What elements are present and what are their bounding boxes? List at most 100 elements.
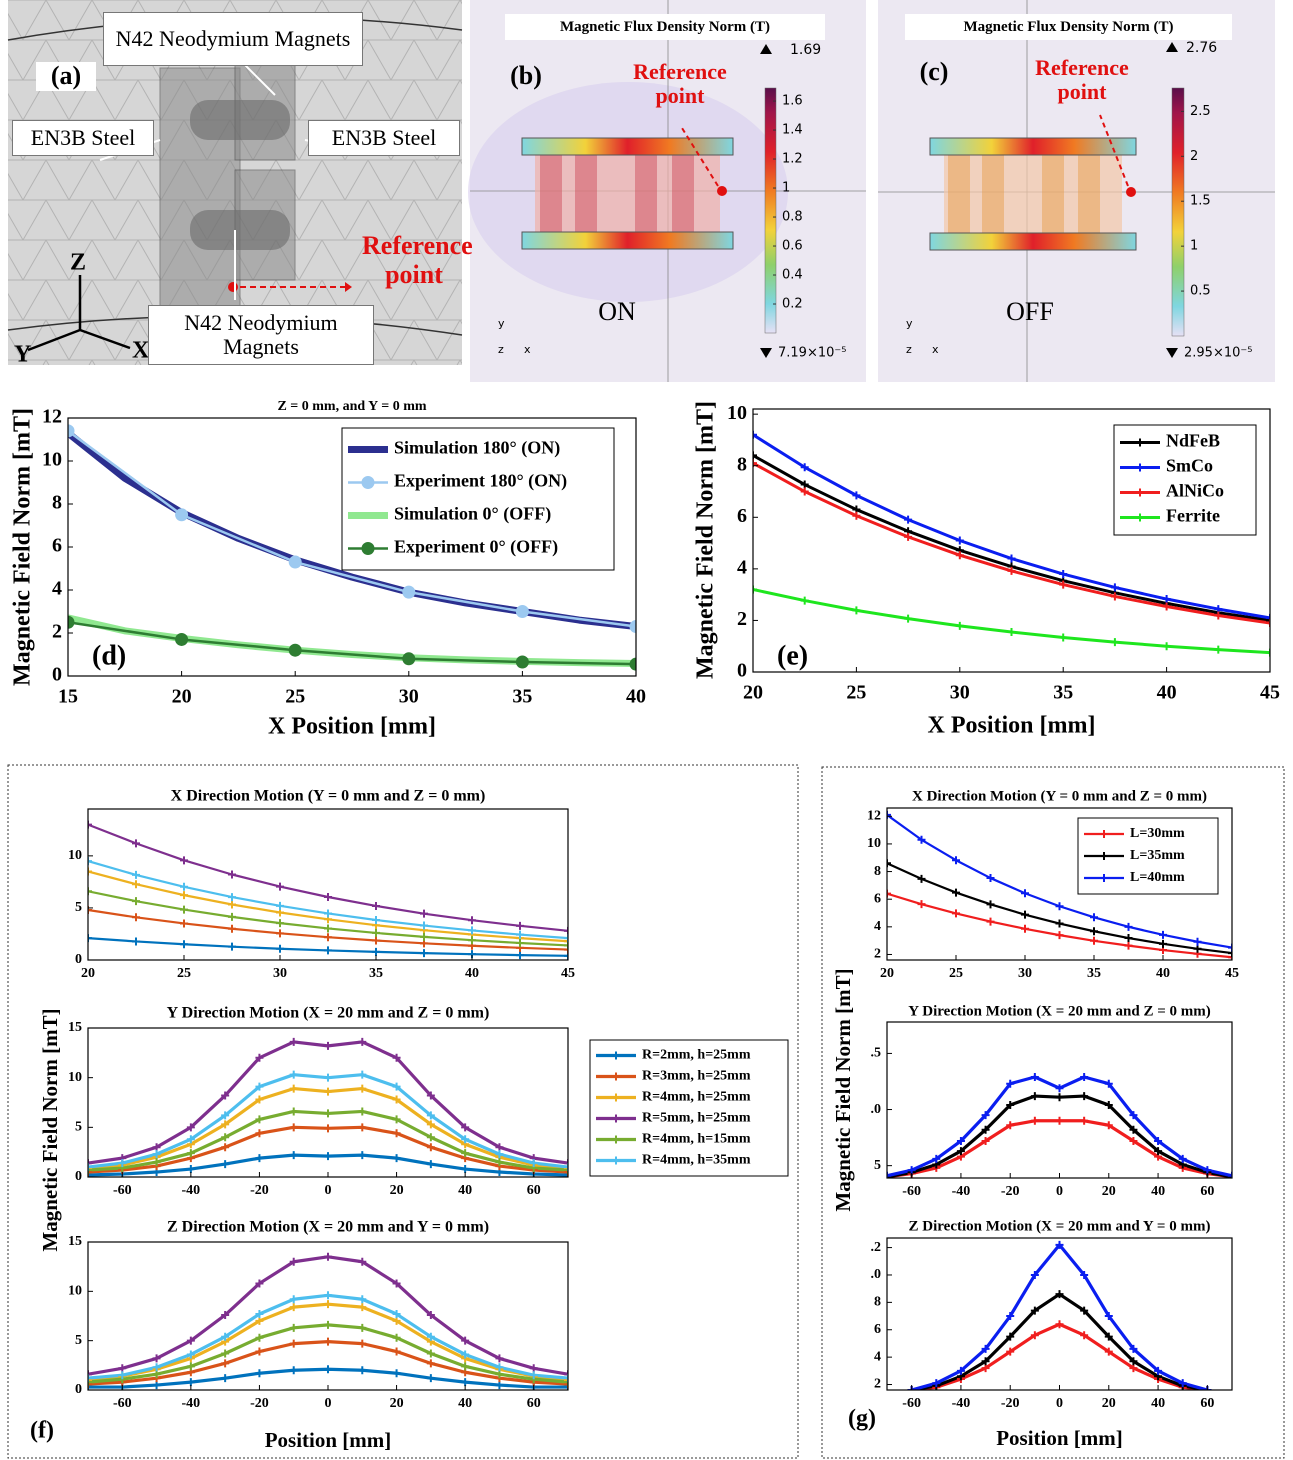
marker — [461, 1362, 470, 1371]
marker — [956, 1147, 965, 1156]
marker — [324, 1252, 332, 1261]
marker — [221, 1332, 230, 1341]
marker — [1129, 1364, 1138, 1373]
x-tick-label: -40 — [952, 1184, 971, 1199]
marker — [852, 511, 861, 520]
marker — [289, 1151, 298, 1160]
marker — [1162, 642, 1171, 651]
marker — [753, 430, 757, 439]
marker — [324, 892, 332, 901]
marker — [1228, 943, 1232, 952]
x-tick-label: -40 — [182, 1396, 201, 1411]
marker — [132, 880, 140, 889]
marker — [981, 1111, 990, 1120]
y-tick-label: 2 — [52, 621, 62, 643]
marker — [529, 1159, 538, 1168]
marker — [1124, 922, 1133, 931]
marker — [426, 1160, 435, 1169]
marker — [1266, 648, 1270, 657]
marker — [495, 1363, 504, 1372]
marker — [324, 924, 332, 933]
colorbar-tick-label: 0.6 — [782, 239, 803, 254]
marker — [132, 870, 140, 879]
legend-label: R=3mm, h=25mm — [642, 1069, 751, 1084]
marker — [186, 1135, 195, 1144]
y-tick-label: 8 — [874, 1295, 881, 1310]
marker — [372, 928, 380, 937]
x-tick-label: 60 — [527, 1396, 541, 1411]
marker — [1007, 566, 1016, 575]
x-tick-label: 60 — [527, 1183, 541, 1198]
x-tick-label: 40 — [458, 1183, 472, 1198]
marker — [426, 1311, 435, 1320]
y-tick-label: 4 — [874, 1349, 881, 1364]
marker — [420, 932, 428, 941]
marker — [1059, 633, 1068, 642]
panel-label: (g) — [848, 1406, 876, 1432]
panel-label: (e) — [777, 640, 808, 671]
plot-frame — [87, 808, 569, 961]
marker — [952, 888, 960, 897]
marker — [289, 1037, 298, 1046]
marker — [228, 870, 236, 879]
marker — [289, 1257, 298, 1266]
marker — [1110, 638, 1119, 647]
y-tick-label: 0 — [75, 1169, 82, 1184]
marker — [461, 1350, 470, 1359]
marker — [1021, 924, 1029, 933]
marker — [324, 1041, 332, 1050]
marker — [426, 1120, 435, 1129]
panel-label: (a) — [36, 61, 96, 91]
marker — [1080, 1072, 1089, 1081]
marker — [289, 1295, 298, 1304]
marker — [1104, 1101, 1113, 1110]
marker — [426, 1359, 435, 1368]
marker — [221, 1120, 230, 1129]
marker — [564, 1383, 568, 1390]
x-tick-label: 40 — [465, 966, 479, 981]
marker — [932, 1154, 941, 1163]
marker — [753, 585, 757, 594]
marker — [324, 1337, 332, 1346]
marker — [564, 951, 568, 960]
series-line — [68, 429, 636, 628]
marker — [887, 1171, 891, 1178]
marker — [904, 532, 913, 541]
x-tick-label: 20 — [390, 1183, 404, 1198]
marker — [288, 555, 302, 569]
marker — [1178, 1379, 1187, 1388]
marker — [88, 1171, 92, 1177]
colorbar-tick-label: 0.5 — [1190, 284, 1211, 299]
marker — [132, 897, 140, 906]
marker — [986, 874, 995, 883]
series-group — [88, 820, 568, 960]
marker — [255, 1279, 264, 1288]
marker — [753, 451, 757, 460]
marker — [461, 1336, 470, 1345]
x-tick-label: -20 — [250, 1396, 269, 1411]
marker — [88, 906, 92, 915]
marker — [358, 1303, 367, 1312]
x-tick-label: 30 — [399, 686, 419, 708]
x-tick-label: 40 — [1157, 682, 1177, 704]
panel-label: (b) — [510, 61, 542, 90]
marker — [1266, 619, 1270, 628]
marker — [564, 934, 568, 943]
legend-label: R=5mm, h=25mm — [642, 1111, 751, 1126]
marker — [180, 905, 188, 914]
x-tick-label: -40 — [182, 1183, 201, 1198]
x-tick-label: 60 — [1200, 1184, 1214, 1199]
marker — [1030, 1331, 1039, 1340]
marker — [255, 1082, 264, 1091]
marker — [564, 1168, 568, 1177]
y-tick-label: 6 — [52, 535, 62, 557]
y-axis-label: Magnetic Field Norm [mT] — [693, 401, 719, 679]
marker — [88, 1378, 92, 1387]
marker — [800, 487, 809, 496]
marker — [1055, 1116, 1064, 1125]
marker — [358, 1037, 367, 1046]
marker — [88, 867, 92, 876]
marker — [426, 1374, 435, 1383]
marker — [564, 1376, 568, 1385]
x-tick-label: -20 — [1001, 1184, 1020, 1199]
